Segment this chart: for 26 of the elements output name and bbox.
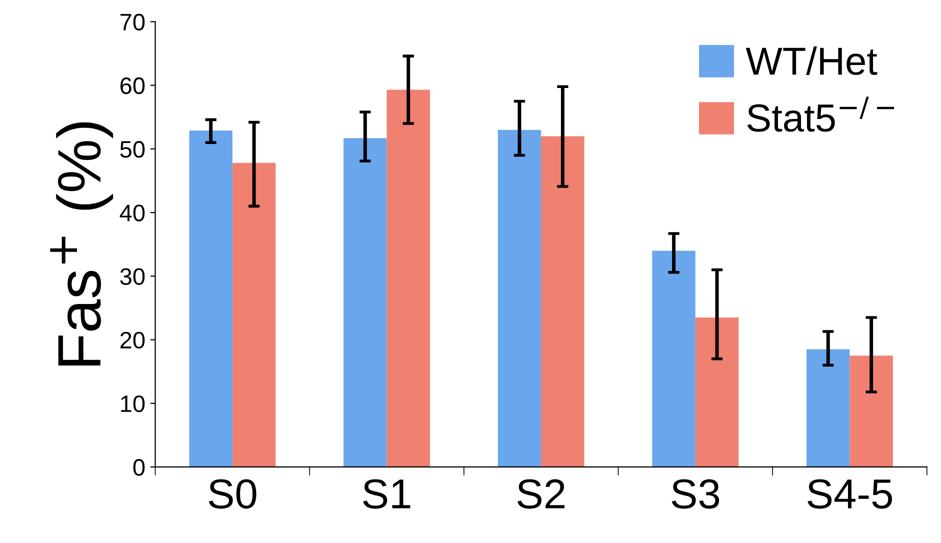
x-tick-label: S3 — [672, 479, 720, 509]
bar — [344, 138, 387, 467]
bar — [652, 250, 696, 467]
legend-label: Stat5$^{−/−}$ — [747, 96, 894, 132]
y-tick-label: 60 — [120, 77, 145, 94]
bar — [498, 130, 542, 467]
bar — [189, 130, 232, 467]
y-tick-label: 30 — [120, 268, 145, 285]
y-tick-label: 50 — [120, 141, 145, 158]
y-tick-label: 20 — [120, 332, 145, 349]
y-tick-label: 40 — [120, 204, 145, 222]
bar — [806, 349, 850, 467]
x-tick-label: S0 — [208, 479, 256, 509]
bar — [386, 90, 430, 467]
bar — [850, 356, 893, 467]
y-tick-label: 10 — [121, 395, 145, 412]
y-tick-label: 70 — [120, 14, 145, 31]
legend-label: WT/Het — [746, 46, 878, 75]
x-tick-label: S4-5 — [808, 479, 892, 509]
bar — [541, 136, 584, 467]
x-tick-label: S1 — [363, 479, 410, 509]
bar — [695, 318, 739, 467]
y-axis-title: Fas$^{+}$ (%) — [50, 122, 114, 366]
y-tick-label: 0 — [133, 459, 145, 476]
x-tick-label: S2 — [517, 479, 564, 509]
bar — [232, 162, 276, 467]
